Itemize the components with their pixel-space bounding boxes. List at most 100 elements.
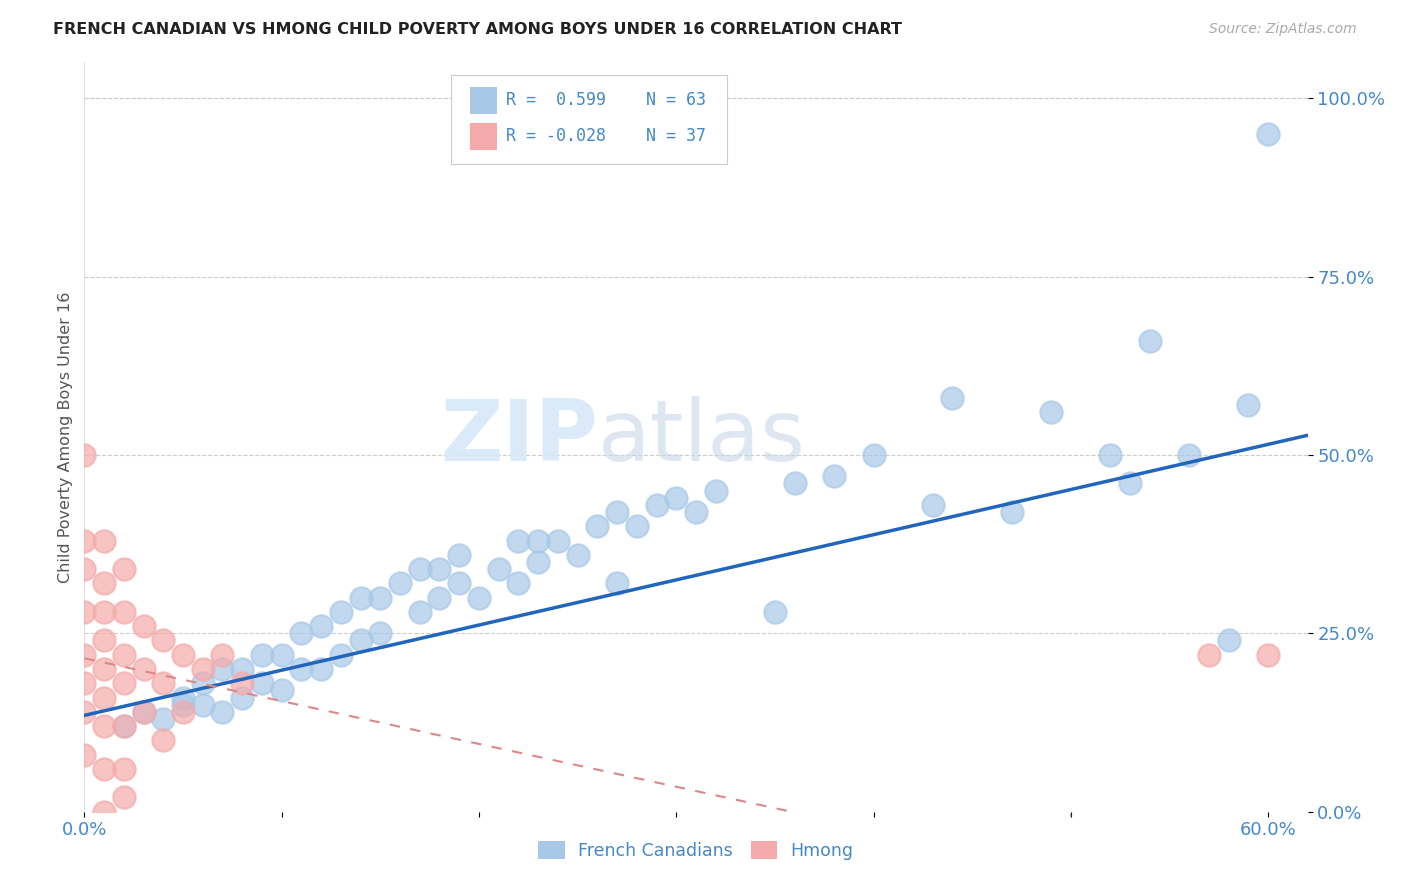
Point <box>763 605 786 619</box>
Point <box>862 448 884 462</box>
Point <box>1218 633 1240 648</box>
Point <box>329 648 352 662</box>
FancyBboxPatch shape <box>470 87 496 113</box>
Point <box>112 762 135 776</box>
Point <box>309 662 332 676</box>
Point <box>1257 648 1279 662</box>
Point <box>270 648 292 662</box>
Point <box>290 626 312 640</box>
Point <box>93 633 115 648</box>
Point <box>329 605 352 619</box>
Text: FRENCH CANADIAN VS HMONG CHILD POVERTY AMONG BOYS UNDER 16 CORRELATION CHART: FRENCH CANADIAN VS HMONG CHILD POVERTY A… <box>53 22 903 37</box>
Point <box>508 533 530 548</box>
Point <box>508 576 530 591</box>
Point <box>250 676 273 690</box>
Point <box>823 469 845 483</box>
Point <box>112 562 135 576</box>
Point <box>468 591 491 605</box>
Point <box>211 662 233 676</box>
Point <box>93 719 115 733</box>
Point <box>567 548 589 562</box>
Text: Source: ZipAtlas.com: Source: ZipAtlas.com <box>1209 22 1357 37</box>
Point <box>250 648 273 662</box>
Point <box>1198 648 1220 662</box>
Point <box>172 705 194 719</box>
Point <box>231 662 253 676</box>
Point <box>783 476 806 491</box>
Point <box>132 705 155 719</box>
FancyBboxPatch shape <box>470 123 496 150</box>
Point <box>132 662 155 676</box>
Point <box>309 619 332 633</box>
Point <box>132 619 155 633</box>
Point <box>73 533 96 548</box>
Point <box>73 705 96 719</box>
Point <box>132 705 155 719</box>
Point <box>1139 334 1161 348</box>
Point <box>606 576 628 591</box>
Point <box>606 505 628 519</box>
Point <box>93 605 115 619</box>
Point <box>93 662 115 676</box>
Point <box>112 719 135 733</box>
Point <box>211 648 233 662</box>
Point <box>409 605 432 619</box>
Point <box>665 491 688 505</box>
FancyBboxPatch shape <box>451 75 727 163</box>
Point <box>191 698 214 712</box>
Point <box>488 562 510 576</box>
Point <box>172 690 194 705</box>
Point <box>349 591 371 605</box>
Point <box>93 805 115 819</box>
Point <box>449 576 471 591</box>
Point <box>1178 448 1201 462</box>
Point <box>73 605 96 619</box>
Point <box>1001 505 1024 519</box>
Point <box>231 690 253 705</box>
Point <box>152 633 174 648</box>
Point <box>685 505 707 519</box>
Y-axis label: Child Poverty Among Boys Under 16: Child Poverty Among Boys Under 16 <box>58 292 73 582</box>
Text: ZIP: ZIP <box>440 395 598 479</box>
Point <box>73 747 96 762</box>
Text: atlas: atlas <box>598 395 806 479</box>
Point <box>389 576 412 591</box>
Point <box>152 733 174 747</box>
Point <box>1237 398 1260 412</box>
Text: R =  0.599    N = 63: R = 0.599 N = 63 <box>506 91 706 110</box>
Point <box>112 790 135 805</box>
Point <box>152 712 174 726</box>
Point <box>73 676 96 690</box>
Point <box>368 626 391 640</box>
Point <box>941 391 963 405</box>
Point <box>1257 127 1279 141</box>
Point <box>93 762 115 776</box>
Point <box>409 562 432 576</box>
Point <box>429 562 451 576</box>
Point <box>527 555 550 569</box>
Point <box>921 498 943 512</box>
Point <box>547 533 569 548</box>
Point <box>449 548 471 562</box>
Point <box>211 705 233 719</box>
Point <box>429 591 451 605</box>
Point <box>172 648 194 662</box>
Point <box>270 683 292 698</box>
Point <box>290 662 312 676</box>
Point <box>112 605 135 619</box>
Point <box>93 533 115 548</box>
Point <box>191 676 214 690</box>
Point <box>112 648 135 662</box>
Point <box>704 483 727 498</box>
Point <box>586 519 609 533</box>
Point <box>191 662 214 676</box>
Point <box>1099 448 1122 462</box>
Point <box>73 448 96 462</box>
Point <box>93 576 115 591</box>
Point <box>93 690 115 705</box>
Point <box>231 676 253 690</box>
Point <box>73 562 96 576</box>
Point <box>112 719 135 733</box>
Legend: French Canadians, Hmong: French Canadians, Hmong <box>531 834 860 867</box>
Point <box>626 519 648 533</box>
